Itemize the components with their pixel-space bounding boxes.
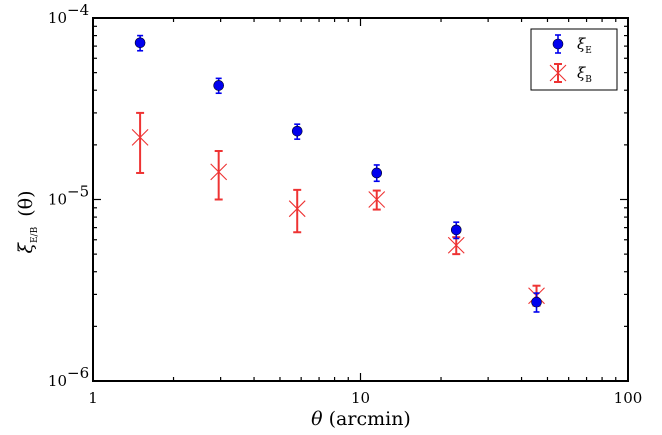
legend-label-xi-b: ξB bbox=[577, 64, 592, 85]
series-e-point bbox=[371, 167, 383, 179]
legend-label-xi-e: ξE bbox=[577, 35, 592, 56]
data-marks bbox=[131, 34, 545, 313]
legend-box bbox=[530, 28, 618, 91]
y-tick-label: 10 bbox=[48, 372, 67, 390]
plot-frame bbox=[92, 17, 629, 382]
series-b-point bbox=[210, 163, 228, 181]
series-e-point bbox=[213, 80, 224, 91]
y-axis-label: ξE/B (θ) bbox=[15, 191, 40, 254]
x-axis-label: θ (arcmin) bbox=[311, 408, 411, 430]
x-tick-label: 1 bbox=[88, 389, 98, 407]
legend: ξE ξB bbox=[530, 28, 618, 91]
series-b-point bbox=[368, 191, 386, 208]
y-tick-exponent: −6 bbox=[67, 364, 89, 382]
legend-swatch-xi-b bbox=[549, 63, 567, 83]
y-tick-label: 10 bbox=[48, 191, 67, 209]
series-e bbox=[134, 34, 542, 313]
x-tick-label: 10 bbox=[351, 389, 370, 407]
series-e-point bbox=[531, 296, 542, 308]
series-e-point bbox=[450, 224, 462, 236]
series-e-point bbox=[291, 125, 303, 137]
series-b-point bbox=[131, 128, 149, 146]
series-b-point bbox=[447, 236, 465, 254]
series-b bbox=[131, 111, 545, 307]
series-e-point bbox=[134, 37, 146, 49]
legend-xi-b-point bbox=[549, 64, 567, 82]
series-b-point bbox=[288, 200, 306, 218]
legend-xi-e-point bbox=[552, 38, 564, 50]
x-tick-label: 100 bbox=[614, 389, 643, 407]
legend-swatch-xi-e bbox=[552, 34, 564, 54]
y-tick-exponent: −5 bbox=[67, 183, 89, 201]
y-tick-exponent: −4 bbox=[67, 1, 89, 19]
y-tick-label: 10 bbox=[48, 9, 67, 27]
